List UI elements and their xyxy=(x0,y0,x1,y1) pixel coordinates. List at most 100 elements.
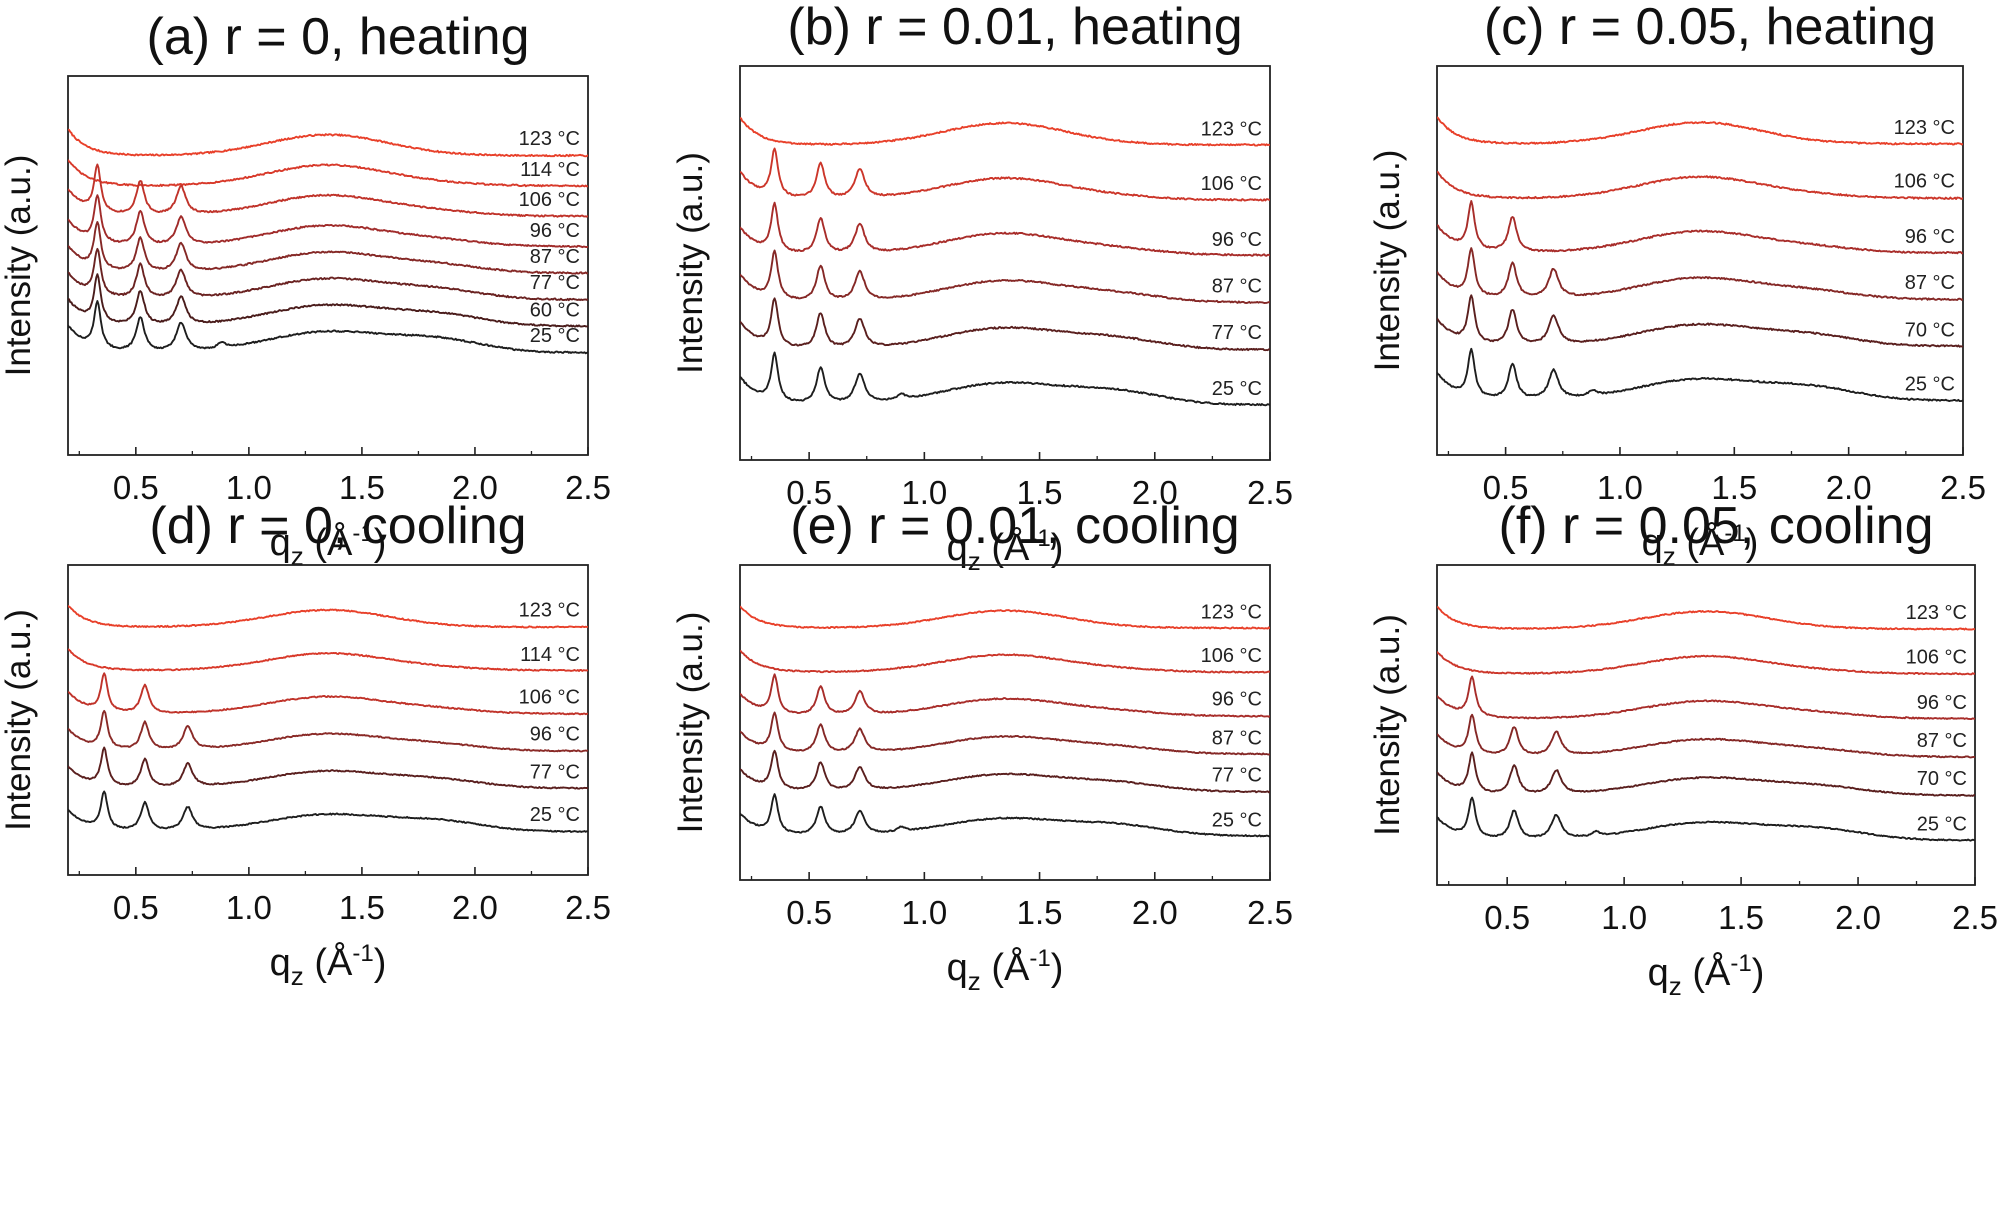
series-curve xyxy=(740,297,1270,352)
x-tick-label: 1.0 xyxy=(1601,899,1647,936)
x-tick-label: 0.5 xyxy=(1484,899,1530,936)
series-label: 123 °C xyxy=(1201,602,1262,624)
chart-title: (a) r = 0, heating xyxy=(147,8,530,66)
series-curve xyxy=(1437,675,1975,721)
x-tick-label: 2.0 xyxy=(452,469,498,506)
chart-title: (e) r = 0.01, cooling xyxy=(790,497,1239,555)
chart-title: (b) r = 0.01, heating xyxy=(787,0,1242,56)
x-tick-label: 2.0 xyxy=(1132,894,1178,931)
series-label: 77 °C xyxy=(1212,322,1262,344)
series-curve xyxy=(68,672,588,716)
series-curve xyxy=(68,247,588,302)
x-tick-label: 0.5 xyxy=(113,469,159,506)
x-tick-label: 0.5 xyxy=(1483,469,1529,506)
x-tick-label: 1.0 xyxy=(226,889,272,926)
series-curve xyxy=(1437,347,1963,403)
series-label: 77 °C xyxy=(530,761,580,783)
x-axis-label: qz (Å-1) xyxy=(947,945,1064,996)
x-axis-label: qz (Å-1) xyxy=(270,940,387,991)
chart-title: (d) r = 0, cooling xyxy=(149,497,526,555)
x-tick-label: 1.5 xyxy=(1711,469,1757,506)
series-label: 25 °C xyxy=(1905,373,1955,395)
series-curve xyxy=(740,605,1270,630)
x-tick-label: 1.0 xyxy=(1597,469,1643,506)
x-tick-label: 1.5 xyxy=(1017,474,1063,511)
series-curve xyxy=(740,249,1270,304)
x-axis-label: qz (Å-1) xyxy=(1642,520,1759,571)
series-label: 87 °C xyxy=(1212,727,1262,749)
series-label: 87 °C xyxy=(1917,730,1967,752)
series-label: 114 °C xyxy=(520,159,580,181)
series-curve xyxy=(68,159,588,188)
series-label: 106 °C xyxy=(1201,645,1262,667)
series-label: 87 °C xyxy=(1212,275,1262,297)
y-axis-label: Intensity (a.u.) xyxy=(671,612,710,834)
series-curve xyxy=(1437,294,1963,348)
series-label: 87 °C xyxy=(1905,272,1955,294)
series-label: 123 °C xyxy=(1906,602,1967,624)
series-label: 96 °C xyxy=(1212,689,1262,711)
x-axis-label: qz (Å-1) xyxy=(1648,950,1765,1001)
plot-frame xyxy=(67,564,589,876)
series-curve xyxy=(68,746,588,790)
y-axis-label: Intensity (a.u.) xyxy=(1368,614,1407,836)
series-curve xyxy=(68,790,588,833)
series-curve xyxy=(68,128,588,158)
x-tick-label: 2.5 xyxy=(1952,899,1998,936)
plot-frame xyxy=(739,564,1271,881)
series-label: 87 °C xyxy=(530,246,580,268)
series-label: 123 °C xyxy=(519,600,580,622)
series-label: 96 °C xyxy=(1212,229,1262,251)
series-label: 123 °C xyxy=(519,128,580,150)
x-tick-label: 2.0 xyxy=(1826,469,1872,506)
x-axis-label: qz (Å-1) xyxy=(947,525,1064,576)
series-curve xyxy=(1437,247,1963,301)
x-tick-label: 1.5 xyxy=(339,469,385,506)
series-curve xyxy=(740,749,1270,794)
series-curve xyxy=(740,649,1270,674)
series-label: 96 °C xyxy=(530,220,580,242)
x-tick-label: 0.5 xyxy=(786,474,832,511)
series-label: 25 °C xyxy=(530,325,580,347)
series-label: 25 °C xyxy=(1212,378,1262,400)
series-label: 106 °C xyxy=(519,189,580,211)
plot-frame xyxy=(1436,65,1964,456)
x-tick-label: 1.0 xyxy=(226,469,272,506)
series-curve xyxy=(1437,796,1975,842)
plot-frame xyxy=(739,65,1271,461)
x-tick-label: 2.5 xyxy=(1247,894,1293,931)
plot-frame xyxy=(67,75,589,456)
series-label: 123 °C xyxy=(1201,118,1262,140)
series-label: 96 °C xyxy=(1917,692,1967,714)
x-tick-label: 2.0 xyxy=(1132,474,1178,511)
series-curve xyxy=(740,711,1270,756)
series-curve xyxy=(68,273,588,328)
x-tick-label: 2.5 xyxy=(1940,469,1986,506)
series-curve xyxy=(1437,116,1963,146)
series-label: 70 °C xyxy=(1917,768,1967,790)
series-label: 106 °C xyxy=(1894,171,1955,193)
series-curve xyxy=(1437,650,1975,676)
plot-frame xyxy=(1436,564,1976,886)
x-tick-label: 2.5 xyxy=(1247,474,1293,511)
x-tick-label: 1.0 xyxy=(901,474,947,511)
x-axis-label: qz (Å-1) xyxy=(270,520,387,571)
series-curve xyxy=(740,201,1270,257)
series-curve xyxy=(68,709,588,753)
x-tick-label: 1.5 xyxy=(1017,894,1063,931)
series-curve xyxy=(740,351,1270,407)
series-curve xyxy=(740,147,1270,202)
x-tick-label: 0.5 xyxy=(113,889,159,926)
x-tick-label: 2.0 xyxy=(1835,899,1881,936)
series-label: 106 °C xyxy=(1201,173,1262,195)
x-tick-label: 2.0 xyxy=(452,889,498,926)
x-tick-label: 2.5 xyxy=(565,469,611,506)
series-curve xyxy=(740,116,1270,147)
series-curve xyxy=(68,194,588,249)
series-label: 106 °C xyxy=(1906,647,1967,669)
series-curve xyxy=(68,300,588,355)
